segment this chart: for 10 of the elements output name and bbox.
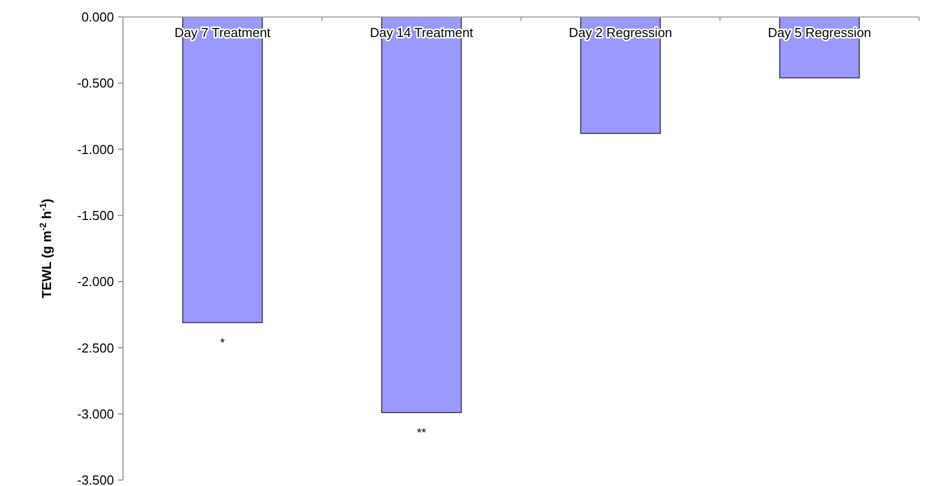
y-tick-label: -0.500 [77, 76, 114, 91]
y-tick-label: -1.500 [77, 208, 114, 223]
y-tick-label: -2.000 [77, 274, 114, 290]
annotation: * [220, 336, 226, 350]
y-tick-label: -1.000 [77, 142, 114, 157]
y-tick-label: -3.000 [77, 406, 114, 422]
y-tick-label: -3.500 [77, 472, 114, 486]
y-tick-label: 0.000 [81, 10, 114, 25]
annotation: ** [416, 426, 426, 440]
y-tick-label: -2.500 [77, 340, 114, 356]
